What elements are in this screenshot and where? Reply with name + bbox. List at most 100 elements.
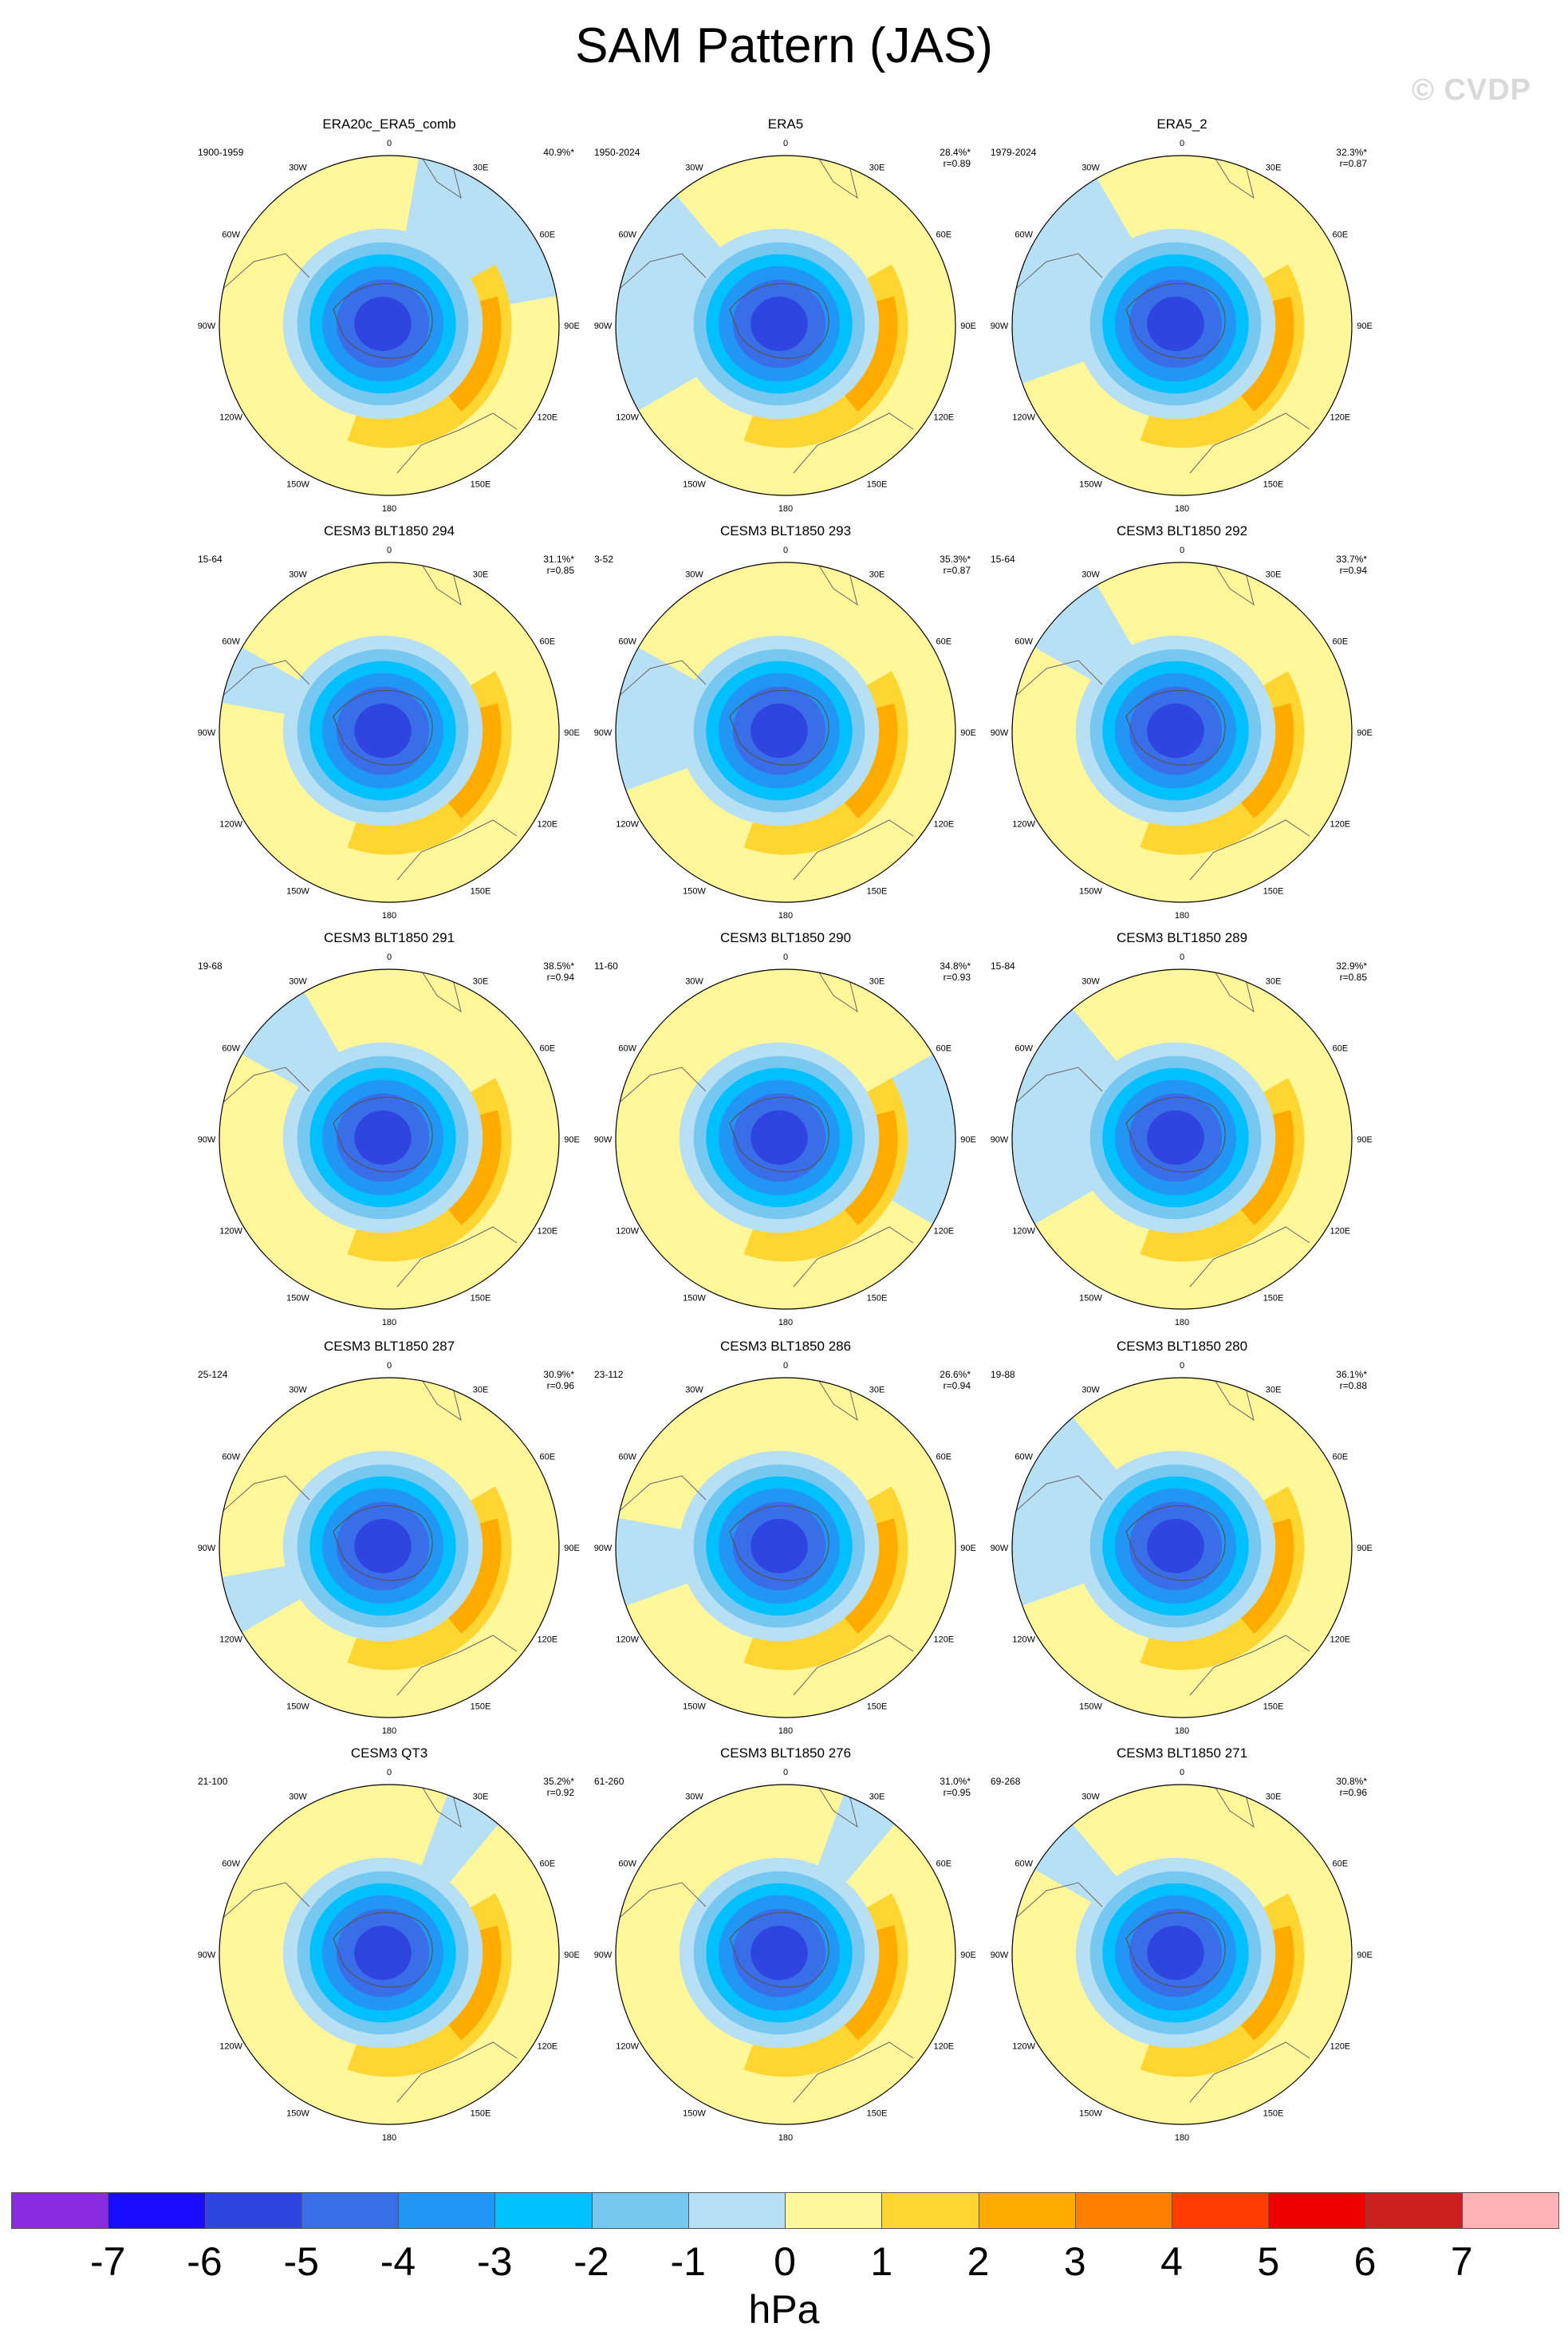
panel-variance-percent: 30.9%* bbox=[543, 1369, 574, 1380]
map-border bbox=[219, 1784, 560, 2125]
south-america-coastline bbox=[616, 253, 707, 294]
longitude-label: 0 bbox=[1180, 139, 1184, 148]
longitude-label: 30E bbox=[1266, 1793, 1282, 1802]
longitude-label: 180 bbox=[382, 2133, 396, 2143]
longitude-label: 90E bbox=[960, 321, 976, 331]
map-border bbox=[615, 562, 956, 903]
polar-map: 0 30E 60E 90E 120E 150E 180 150W 120W 90W 60W 30W bbox=[198, 953, 580, 1327]
south-america-coastline bbox=[616, 1882, 707, 1923]
panel-pattern-correlation: r=0.95 bbox=[943, 1787, 971, 1798]
longitude-label: 60W bbox=[1014, 1453, 1033, 1462]
longitude-label: 0 bbox=[783, 1768, 788, 1777]
negative-anomaly-region bbox=[219, 645, 309, 716]
negative-anomaly-contour bbox=[751, 703, 808, 759]
longitude-label: 30W bbox=[289, 570, 307, 580]
map-border bbox=[219, 155, 560, 496]
longitude-label: 60E bbox=[936, 1044, 952, 1054]
map-panel: CESM3 BLT1850 286 23-112 26.6%* r=0.94 0 30E 6… bbox=[562, 1339, 1009, 1753]
panel-period: 15-64 bbox=[198, 554, 223, 565]
longitude-label: 60E bbox=[936, 1453, 952, 1462]
longitude-label: 120W bbox=[1012, 820, 1035, 830]
longitude-label: 150W bbox=[683, 886, 706, 896]
colorbar-swatch bbox=[1074, 2192, 1172, 2229]
longitude-label: 60W bbox=[222, 1860, 240, 1869]
longitude-label: 90E bbox=[564, 321, 580, 331]
polar-map: 0 30E 60E 90E 120E 150E 180 150W 120W 90W 60W 30W bbox=[991, 546, 1373, 921]
panel-title: CESM3 BLT1850 292 bbox=[1116, 523, 1248, 538]
longitude-label: 180 bbox=[382, 1318, 396, 1327]
colorbar-tick-label: -7 bbox=[90, 2239, 126, 2284]
panel-period: 15-84 bbox=[991, 960, 1015, 972]
longitude-label: 0 bbox=[783, 953, 788, 962]
panel-variance-percent: 31.1%* bbox=[543, 554, 574, 565]
longitude-label: 120E bbox=[1330, 413, 1350, 423]
longitude-label: 150W bbox=[286, 479, 309, 489]
south-america-coastline bbox=[1012, 1067, 1103, 1108]
panel-variance-percent: 28.4%* bbox=[940, 147, 971, 158]
longitude-label: 180 bbox=[1175, 2133, 1189, 2143]
antarctica-coastline bbox=[333, 282, 433, 359]
longitude-label: 60E bbox=[1333, 231, 1349, 240]
map-panel: CESM3 QT3 21-100 35.2%* r=0.92 0 30E 60E 90E 120… bbox=[166, 1745, 613, 2160]
longitude-label: 150W bbox=[1079, 2108, 1102, 2118]
longitude-label: 60W bbox=[618, 1860, 636, 1869]
longitude-label: 30W bbox=[685, 977, 703, 987]
longitude-label: 90E bbox=[564, 728, 580, 738]
colorbar-tick-label: 6 bbox=[1353, 2239, 1377, 2284]
longitude-label: 90W bbox=[594, 1950, 613, 1960]
negative-anomaly-contour bbox=[751, 296, 808, 352]
polar-map: 0 30E 60E 90E 120E 150E 180 150W 120W 90W 60W 30W bbox=[991, 1768, 1373, 2143]
colorbar-tick-label: -1 bbox=[670, 2239, 706, 2284]
colorbar-swatch bbox=[1172, 2192, 1270, 2229]
longitude-label: 30E bbox=[1266, 164, 1282, 173]
polar-map: 0 30E 60E 90E 120E 150E 180 150W 120W 90W 60W 30W bbox=[198, 546, 580, 921]
longitude-label: 90W bbox=[198, 1544, 216, 1553]
longitude-label: 120E bbox=[933, 1635, 954, 1645]
longitude-label: 150W bbox=[286, 1293, 309, 1303]
map-panel: CESM3 BLT1850 293 3-52 35.3%* r=0.87 0 30E 60E… bbox=[562, 523, 1009, 938]
panel-period: 23-112 bbox=[594, 1369, 624, 1380]
longitude-label: 150W bbox=[1079, 1293, 1102, 1303]
longitude-label: 0 bbox=[1180, 1361, 1184, 1371]
longitude-label: 120E bbox=[1330, 1635, 1350, 1645]
map-panel: CESM3 BLT1850 289 15-84 32.9%* r=0.85 0 30E 60… bbox=[959, 930, 1405, 1345]
antarctica-coastline bbox=[333, 1505, 433, 1581]
africa-coastline bbox=[1213, 1785, 1255, 1828]
south-america-coastline bbox=[1012, 1882, 1103, 1923]
longitude-label: 180 bbox=[382, 1726, 396, 1736]
longitude-label: 120W bbox=[616, 413, 639, 423]
longitude-label: 120E bbox=[537, 2042, 557, 2052]
longitude-label: 90E bbox=[960, 728, 976, 738]
map-border bbox=[1011, 1377, 1353, 1718]
panel-period: 3-52 bbox=[594, 554, 614, 565]
africa-coastline bbox=[1213, 969, 1255, 1013]
colorbar-swatch bbox=[1268, 2192, 1366, 2229]
africa-coastline bbox=[1213, 1378, 1255, 1422]
map-border bbox=[615, 1377, 956, 1718]
map-panel-grid: ERA20c_ERA5_comb 1900-1959 40.9%* 0 30E 60E 90… bbox=[166, 116, 1405, 2160]
south-america-coastline bbox=[219, 1475, 310, 1517]
longitude-label: 60E bbox=[936, 637, 952, 647]
panel-variance-percent: 31.0%* bbox=[940, 1776, 971, 1787]
longitude-label: 120W bbox=[1012, 1227, 1035, 1237]
panel-period: 19-68 bbox=[198, 960, 223, 972]
panel-variance-percent: 32.9%* bbox=[1336, 960, 1367, 972]
panel-period: 11-60 bbox=[594, 960, 618, 972]
longitude-label: 150E bbox=[1263, 479, 1284, 489]
negative-anomaly-contour bbox=[1147, 703, 1204, 759]
longitude-label: 180 bbox=[1175, 504, 1189, 514]
panel-pattern-correlation: r=0.85 bbox=[546, 565, 574, 576]
longitude-label: 120E bbox=[537, 413, 557, 423]
polar-map: 0 30E 60E 90E 120E 150E 180 150W 120W 90W 60W 30W bbox=[991, 1361, 1373, 1736]
panel-title: CESM3 BLT1850 280 bbox=[1116, 1339, 1248, 1354]
longitude-label: 180 bbox=[778, 2133, 793, 2143]
longitude-label: 0 bbox=[387, 139, 392, 148]
south-america-coastline bbox=[616, 660, 707, 701]
australia-coastline bbox=[1189, 1226, 1310, 1288]
longitude-label: 30W bbox=[685, 1793, 703, 1802]
polar-map: 0 30E 60E 90E 120E 150E 180 150W 120W 90W 60W 30W bbox=[594, 546, 976, 921]
panel-variance-percent: 35.3%* bbox=[940, 554, 971, 565]
longitude-label: 150E bbox=[1263, 886, 1284, 896]
colorbar-swatch bbox=[591, 2192, 689, 2229]
longitude-label: 120E bbox=[933, 1227, 954, 1237]
